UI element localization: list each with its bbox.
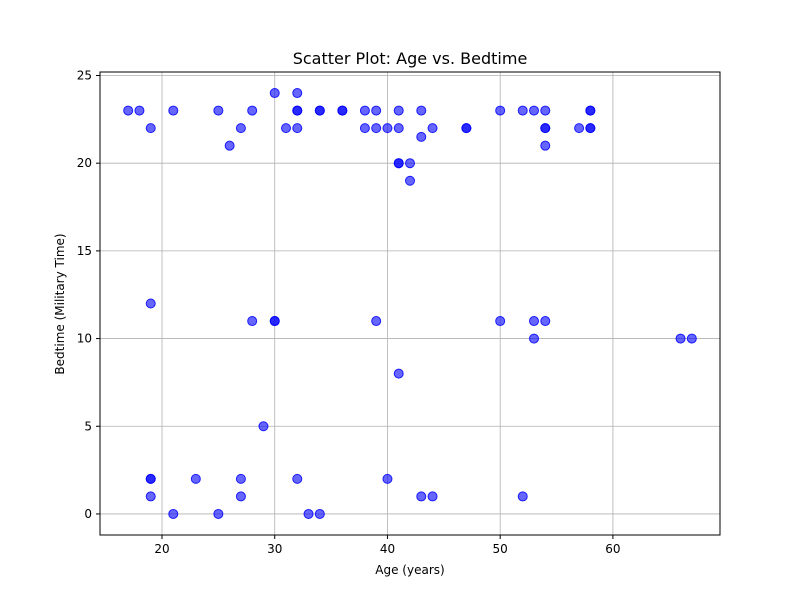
- plot-area: 20 30 40 50 60 0 5 10 15 20 25: [77, 69, 721, 556]
- data-point: [247, 316, 258, 327]
- data-point: [145, 491, 156, 502]
- data-point: [540, 316, 551, 327]
- x-tick-label: 30: [267, 542, 282, 556]
- data-point: [585, 105, 596, 116]
- data-point: [213, 508, 224, 519]
- data-point: [168, 105, 179, 116]
- chart-title: Scatter Plot: Age vs. Bedtime: [293, 49, 528, 68]
- data-point: [258, 421, 269, 432]
- data-point: [686, 333, 697, 344]
- data-point: [461, 123, 472, 134]
- data-point: [314, 508, 325, 519]
- data-point: [224, 140, 235, 151]
- data-point: [405, 158, 415, 169]
- data-point: [574, 123, 585, 134]
- x-tick-label: 40: [380, 542, 395, 556]
- data-point: [269, 316, 280, 327]
- data-point: [123, 105, 134, 116]
- y-tick-label: 5: [84, 419, 92, 433]
- data-point: [235, 123, 246, 134]
- axes-frame: [99, 71, 721, 536]
- data-point: [213, 105, 224, 116]
- y-axis-label: Bedtime (Military Time): [53, 233, 67, 374]
- y-tick-label: 0: [84, 507, 92, 521]
- data-point: [540, 105, 551, 116]
- data-point: [529, 333, 539, 344]
- data-point: [371, 123, 382, 134]
- data-point: [359, 123, 370, 134]
- data-point: [281, 123, 291, 134]
- data-point: [190, 473, 201, 484]
- data-point: [517, 491, 528, 502]
- data-point: [371, 316, 382, 327]
- data-point: [416, 105, 427, 116]
- data-point: [382, 123, 393, 134]
- data-point: [517, 105, 528, 116]
- data-point: [292, 88, 303, 99]
- data-point: [393, 368, 404, 379]
- data-point: [292, 105, 303, 116]
- data-point: [269, 88, 280, 99]
- data-point: [168, 508, 179, 519]
- data-point: [292, 473, 303, 484]
- data-point: [393, 158, 404, 169]
- y-tick-label: 20: [77, 156, 92, 170]
- x-tick-label: 20: [154, 542, 169, 556]
- x-tick-label: 60: [605, 542, 620, 556]
- data-point: [529, 316, 539, 327]
- y-tick-label: 15: [77, 244, 92, 258]
- data-point: [416, 491, 427, 502]
- data-point: [495, 105, 506, 116]
- data-point: [416, 131, 427, 142]
- data-point: [303, 508, 314, 519]
- data-point: [427, 491, 438, 502]
- data-point: [337, 105, 348, 116]
- x-tick-label: 50: [493, 542, 508, 556]
- data-point: [540, 140, 551, 151]
- data-point: [585, 123, 596, 134]
- data-point: [393, 123, 404, 134]
- y-tick-label: 25: [77, 69, 92, 83]
- x-axis-label: Age (years): [375, 563, 444, 577]
- data-point: [292, 123, 303, 134]
- data-point: [382, 473, 393, 484]
- data-point: [675, 333, 686, 344]
- data-point: [145, 123, 156, 134]
- data-point: [371, 105, 382, 116]
- data-point: [495, 316, 506, 327]
- y-tick-label: 10: [77, 332, 92, 346]
- data-point: [540, 123, 551, 134]
- data-point: [235, 473, 246, 484]
- data-point: [405, 175, 415, 186]
- data-point: [247, 105, 258, 116]
- data-point: [529, 105, 539, 116]
- data-point: [235, 491, 246, 502]
- data-point: [145, 473, 156, 484]
- data-point: [145, 298, 156, 309]
- data-point: [393, 105, 404, 116]
- data-point: [359, 105, 370, 116]
- data-point: [134, 105, 145, 116]
- data-point: [427, 123, 438, 134]
- data-point: [314, 105, 325, 116]
